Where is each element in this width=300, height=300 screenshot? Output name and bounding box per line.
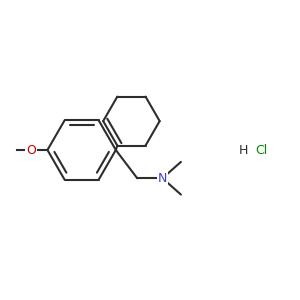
Text: Cl: Cl bbox=[256, 143, 268, 157]
Text: H: H bbox=[239, 143, 248, 157]
Text: O: O bbox=[26, 143, 36, 157]
Text: N: N bbox=[158, 172, 167, 185]
